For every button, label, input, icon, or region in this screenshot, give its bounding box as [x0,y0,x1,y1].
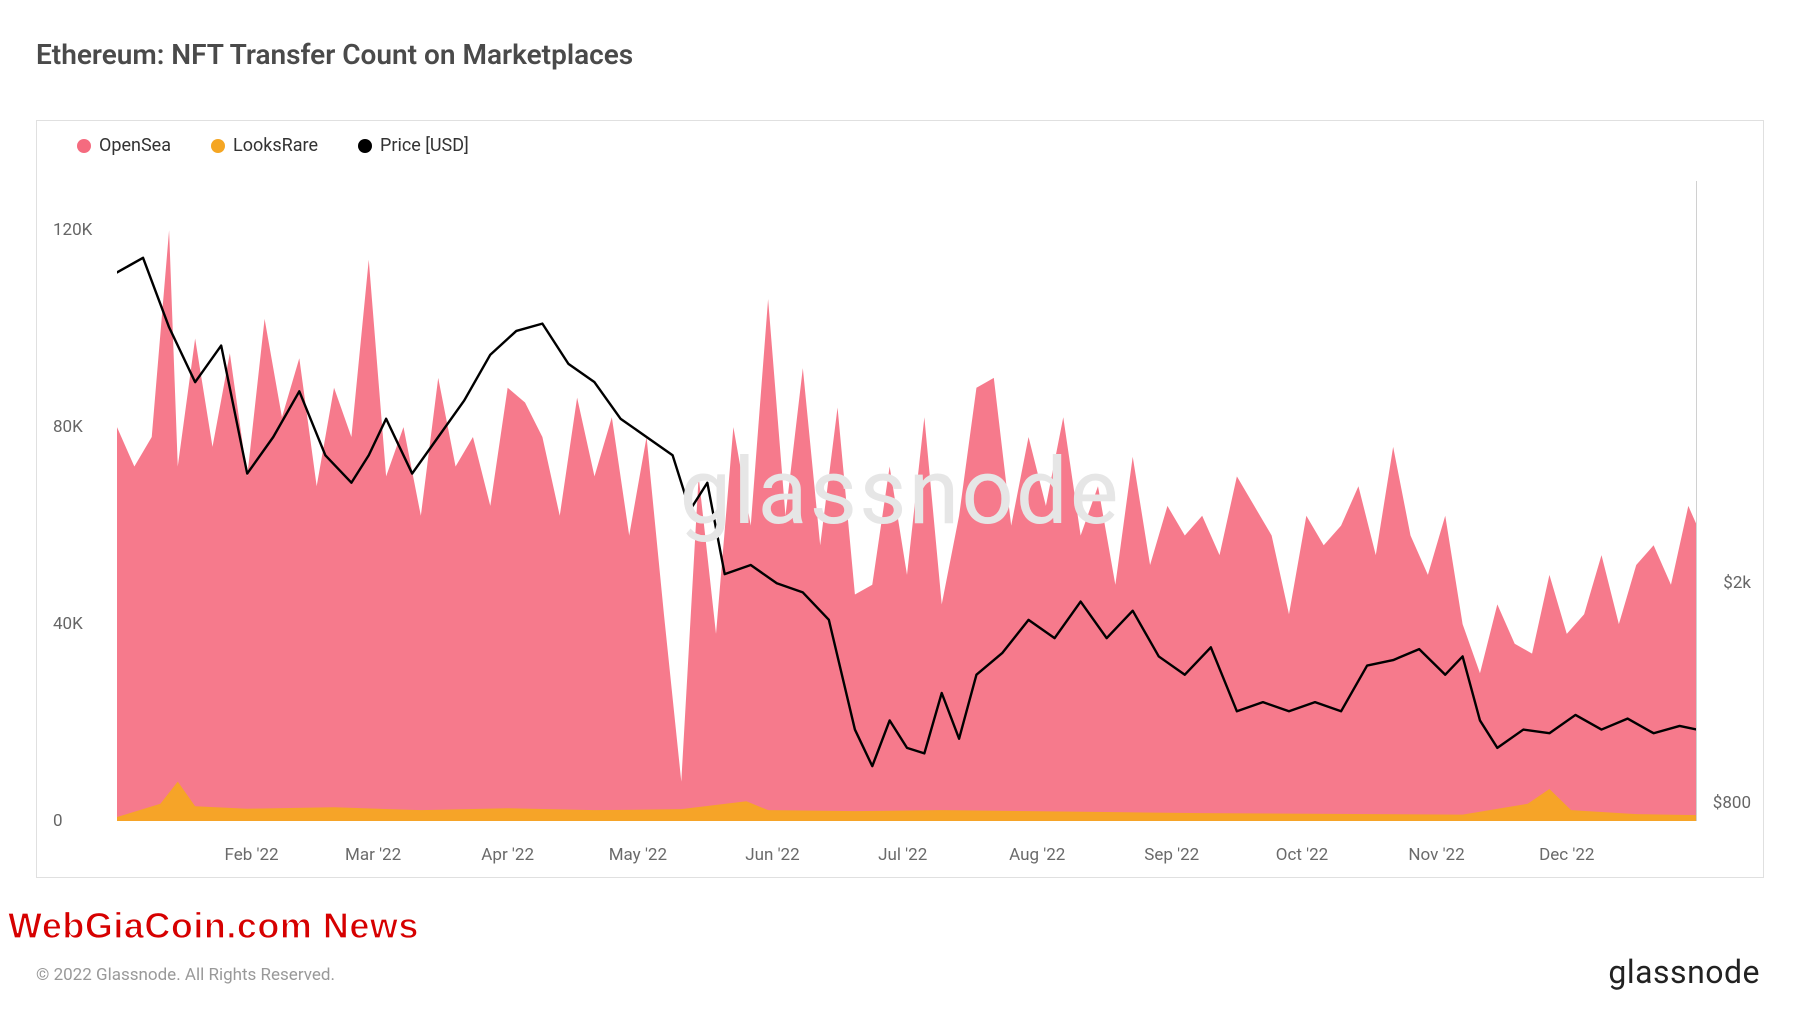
y-left-tick-label: 80K [53,417,83,437]
legend-item-looksrare[interactable]: LooksRare [211,135,318,156]
x-tick-label: Mar '22 [345,845,401,865]
x-tick-label: Oct '22 [1276,845,1328,865]
y-left-tick-label: 120K [53,220,92,240]
plot-area[interactable] [117,181,1697,821]
x-tick-label: Feb '22 [225,845,279,865]
legend-item-price[interactable]: Price [USD] [358,135,469,156]
legend-label-opensea: OpenSea [99,135,171,156]
x-tick-label: Jul '22 [878,845,927,865]
x-tick-label: Nov '22 [1408,845,1464,865]
x-tick-label: Aug '22 [1009,845,1065,865]
chart-title: Ethereum: NFT Transfer Count on Marketpl… [36,38,633,71]
x-tick-label: May '22 [609,845,667,865]
y-left-tick-label: 0 [53,811,63,831]
x-tick-label: Jun '22 [745,845,799,865]
x-tick-label: Dec '22 [1539,845,1594,865]
overlay-brand: WebGiaCoin.com News [8,905,419,947]
chart-frame: OpenSea LooksRare Price [USD] glassnode … [36,120,1764,878]
brand-logo: glassnode [1608,953,1760,991]
y-right-tick-label: $800 [1713,793,1751,813]
y-right-tick-label: $2k [1723,573,1751,593]
legend-label-looksrare: LooksRare [233,135,318,156]
copyright-text: © 2022 Glassnode. All Rights Reserved. [36,965,335,985]
legend: OpenSea LooksRare Price [USD] [77,135,469,156]
plot-svg [117,181,1697,821]
x-tick-label: Apr '22 [481,845,534,865]
legend-dot-opensea [77,139,91,153]
legend-label-price: Price [USD] [380,135,469,156]
right-axis-line [1696,181,1697,821]
legend-dot-price [358,139,372,153]
x-tick-label: Sep '22 [1144,845,1199,865]
legend-item-opensea[interactable]: OpenSea [77,135,171,156]
y-left-tick-label: 40K [53,614,83,634]
legend-dot-looksrare [211,139,225,153]
